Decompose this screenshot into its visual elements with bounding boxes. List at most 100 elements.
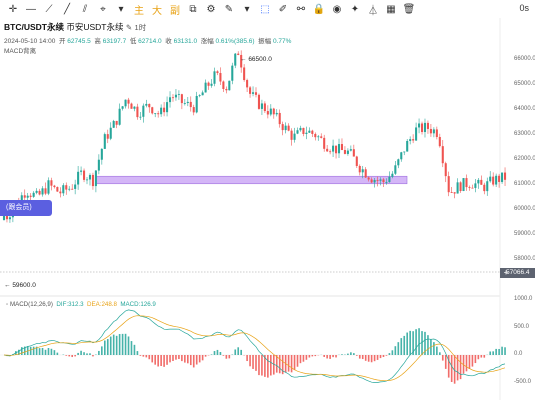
high-marker-value: 66500.0 <box>248 56 272 63</box>
delete-icon[interactable]: 🗑 <box>402 3 416 15</box>
open-label: 开 <box>58 38 66 45</box>
macd-settings-icon[interactable]: ◦ <box>6 301 9 308</box>
eye-icon[interactable]: ◉ <box>332 3 342 15</box>
filter-icon[interactable]: ⏃ <box>368 5 378 17</box>
candle-body <box>483 184 486 192</box>
add-alert-button[interactable]: + <box>503 268 509 277</box>
candle-body <box>281 124 284 131</box>
candle-body <box>337 144 341 154</box>
candle-body <box>346 150 349 154</box>
candle-body <box>207 82 210 86</box>
candle-body <box>23 195 26 198</box>
main-indicator-icon[interactable]: 主 <box>134 5 144 17</box>
layers-icon[interactable]: ▦ <box>386 3 396 15</box>
candle-body <box>438 136 441 147</box>
link-icon[interactable]: ⚯ <box>296 3 306 15</box>
candle-body <box>343 150 346 154</box>
candle-body <box>257 94 261 109</box>
brush-icon[interactable]: ✎ <box>224 3 234 15</box>
candle-body <box>503 172 507 180</box>
candle-body <box>222 81 225 89</box>
macd-tick: -500.0 <box>514 378 532 385</box>
candle-body <box>435 129 438 137</box>
macd-name[interactable]: MACD(12,26,9) <box>9 301 53 308</box>
ray-icon[interactable]: ⟋ <box>45 3 53 15</box>
settings-icon[interactable]: ⚙ <box>206 3 216 15</box>
candle-body <box>183 103 186 104</box>
candle-body <box>47 180 50 194</box>
edit-icon[interactable]: ✎ <box>125 23 133 32</box>
candle-body <box>88 174 92 180</box>
candle-body <box>71 188 74 190</box>
parallel-channel-icon[interactable]: ⫽ <box>82 3 88 15</box>
select-icon[interactable]: ⬚ <box>260 3 270 15</box>
candle-body <box>8 217 11 220</box>
dea-label: DEA: <box>87 301 102 308</box>
candle-body <box>415 127 418 141</box>
candle-body <box>459 182 462 192</box>
candle-body <box>477 179 480 184</box>
candle-body <box>32 192 35 197</box>
symbol-name[interactable]: BTC/USDT永续 <box>4 22 64 32</box>
candle-body <box>400 152 403 160</box>
candle-body <box>314 133 317 138</box>
candle-body <box>234 53 237 66</box>
candle-body <box>2 215 6 220</box>
candle-body <box>296 130 299 134</box>
candle-body <box>216 71 219 74</box>
symbol-header: BTC/USDT永续 币安USDT永续 ✎ 1时 <box>4 21 146 33</box>
low-label: 低 <box>129 38 137 45</box>
candle-body <box>403 151 406 153</box>
indicator-tag[interactable]: MACD背离 <box>4 48 37 55</box>
copy-icon[interactable]: ⧉ <box>189 3 197 15</box>
dropdown-icon[interactable]: ▾ <box>118 3 124 15</box>
candle-body <box>471 187 474 189</box>
price-axis[interactable]: 66000.0 65000.0 64000.0 63000.0 62000.0 61000… <box>500 40 535 285</box>
close-label: 收 <box>165 38 172 45</box>
horizontal-line-icon[interactable]: — <box>26 3 36 15</box>
interval-label[interactable]: 1时 <box>134 23 147 32</box>
candle-body <box>391 173 394 177</box>
pointer-icon[interactable]: ⌖ <box>100 3 106 15</box>
candle-body <box>474 183 477 188</box>
macd-tick: 500.0 <box>514 323 530 330</box>
follow-member-button[interactable]: (跟会员) <box>0 200 52 216</box>
candle-body <box>177 94 180 96</box>
trend-line-icon[interactable]: ╱ <box>63 3 71 15</box>
candle-body <box>97 159 100 171</box>
pencil-icon[interactable]: ✐ <box>278 3 288 15</box>
candle-body <box>157 113 160 115</box>
candle-body <box>272 108 275 115</box>
candle-body <box>293 133 296 140</box>
low-marker-value: 59600.0 <box>12 282 36 289</box>
crosshair-icon[interactable]: ✛ <box>8 3 18 15</box>
candle-body <box>492 176 495 185</box>
candle-body <box>370 179 373 183</box>
dropdown-icon-2[interactable]: ▾ <box>244 3 250 15</box>
secondary-indicator-icon[interactable]: 副 <box>170 5 180 17</box>
large-icon[interactable]: 大 <box>152 5 162 17</box>
candle-body <box>332 145 335 152</box>
candle-body <box>329 151 332 153</box>
candle-body <box>447 176 450 193</box>
exchange-name: 币安USDT永续 <box>66 22 124 32</box>
candle-body <box>358 165 361 173</box>
candle-body <box>320 136 323 138</box>
candle-body <box>225 88 228 91</box>
lock-icon[interactable]: 🔒 <box>312 3 326 15</box>
candle-body <box>65 185 68 190</box>
candle-body <box>409 139 412 141</box>
amplitude-label: 振幅 <box>258 38 272 45</box>
price-tick: 66000.0 <box>514 56 535 62</box>
candle-body <box>429 128 432 134</box>
candle-body <box>136 106 139 118</box>
price-tick: 65000.0 <box>514 81 535 87</box>
candle-body <box>83 170 86 180</box>
magic-icon[interactable]: ✦ <box>350 3 360 15</box>
dif-value: 312.3 <box>68 301 84 308</box>
candle-body <box>355 156 358 166</box>
candle-body <box>382 179 385 183</box>
candle-body <box>213 71 216 84</box>
candle-body <box>231 65 234 81</box>
